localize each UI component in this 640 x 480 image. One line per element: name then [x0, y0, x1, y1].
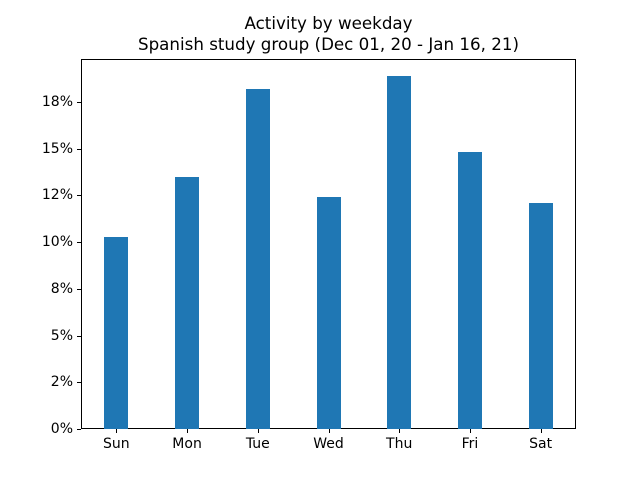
- y-axis-tick: [77, 335, 81, 337]
- y-axis-tick: [77, 148, 81, 150]
- x-tick-label-thu: Thu: [386, 436, 413, 452]
- bar-sun: [104, 236, 129, 429]
- bar-fri: [457, 152, 482, 429]
- x-axis-tick: [469, 429, 471, 433]
- x-axis-tick: [540, 429, 542, 433]
- x-axis-tick: [328, 429, 330, 433]
- x-axis-tick: [187, 429, 189, 433]
- x-axis-tick: [399, 429, 401, 433]
- chart-title: Activity by weekday Spanish study group …: [81, 13, 576, 55]
- y-tick-label-8: 8%: [50, 280, 73, 297]
- y-tick-label-18: 18%: [41, 93, 73, 110]
- bar-mon: [175, 176, 200, 429]
- y-tick-label-2: 2%: [50, 374, 73, 391]
- chart-title-line2: Spanish study group (Dec 01, 20 - Jan 16…: [138, 34, 519, 54]
- x-tick-label-fri: Fri: [461, 436, 479, 452]
- y-tick-label-5: 5%: [50, 327, 73, 344]
- x-tick-label-sun: Sun: [103, 436, 130, 452]
- x-tick-label-mon: Mon: [172, 436, 202, 452]
- y-axis-tick: [77, 429, 81, 430]
- y-tick-label-12: 12%: [41, 187, 73, 204]
- y-tick-label-10: 10%: [41, 234, 73, 251]
- y-axis-tick: [77, 288, 81, 290]
- y-tick-label-15: 15%: [41, 140, 73, 157]
- bar-wed: [316, 197, 341, 429]
- x-axis-tick: [116, 429, 118, 433]
- y-axis-tick: [77, 101, 81, 103]
- y-tick-label-0: 0%: [50, 421, 73, 437]
- y-axis-tick: [77, 195, 81, 197]
- x-axis-tick: [257, 429, 259, 433]
- bar-tue: [245, 88, 270, 429]
- bar-thu: [387, 75, 412, 429]
- x-tick-label-wed: Wed: [313, 436, 344, 452]
- chart-title-line1: Activity by weekday: [244, 13, 413, 33]
- y-axis-tick: [77, 242, 81, 244]
- bar-sat: [528, 202, 553, 429]
- y-axis-tick: [77, 382, 81, 384]
- x-tick-label-sat: Sat: [529, 436, 553, 452]
- x-tick-label-tue: Tue: [245, 436, 270, 452]
